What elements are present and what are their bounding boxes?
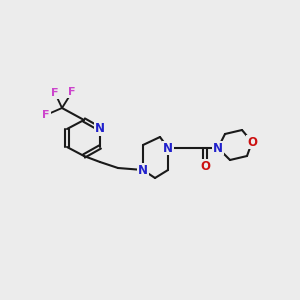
Text: F: F bbox=[68, 87, 76, 97]
Text: F: F bbox=[51, 88, 59, 98]
Text: O: O bbox=[247, 136, 257, 148]
Text: N: N bbox=[95, 122, 105, 136]
Text: N: N bbox=[138, 164, 148, 176]
Text: N: N bbox=[213, 142, 223, 154]
Text: N: N bbox=[163, 142, 173, 154]
Text: F: F bbox=[42, 110, 50, 120]
Text: O: O bbox=[200, 160, 210, 172]
